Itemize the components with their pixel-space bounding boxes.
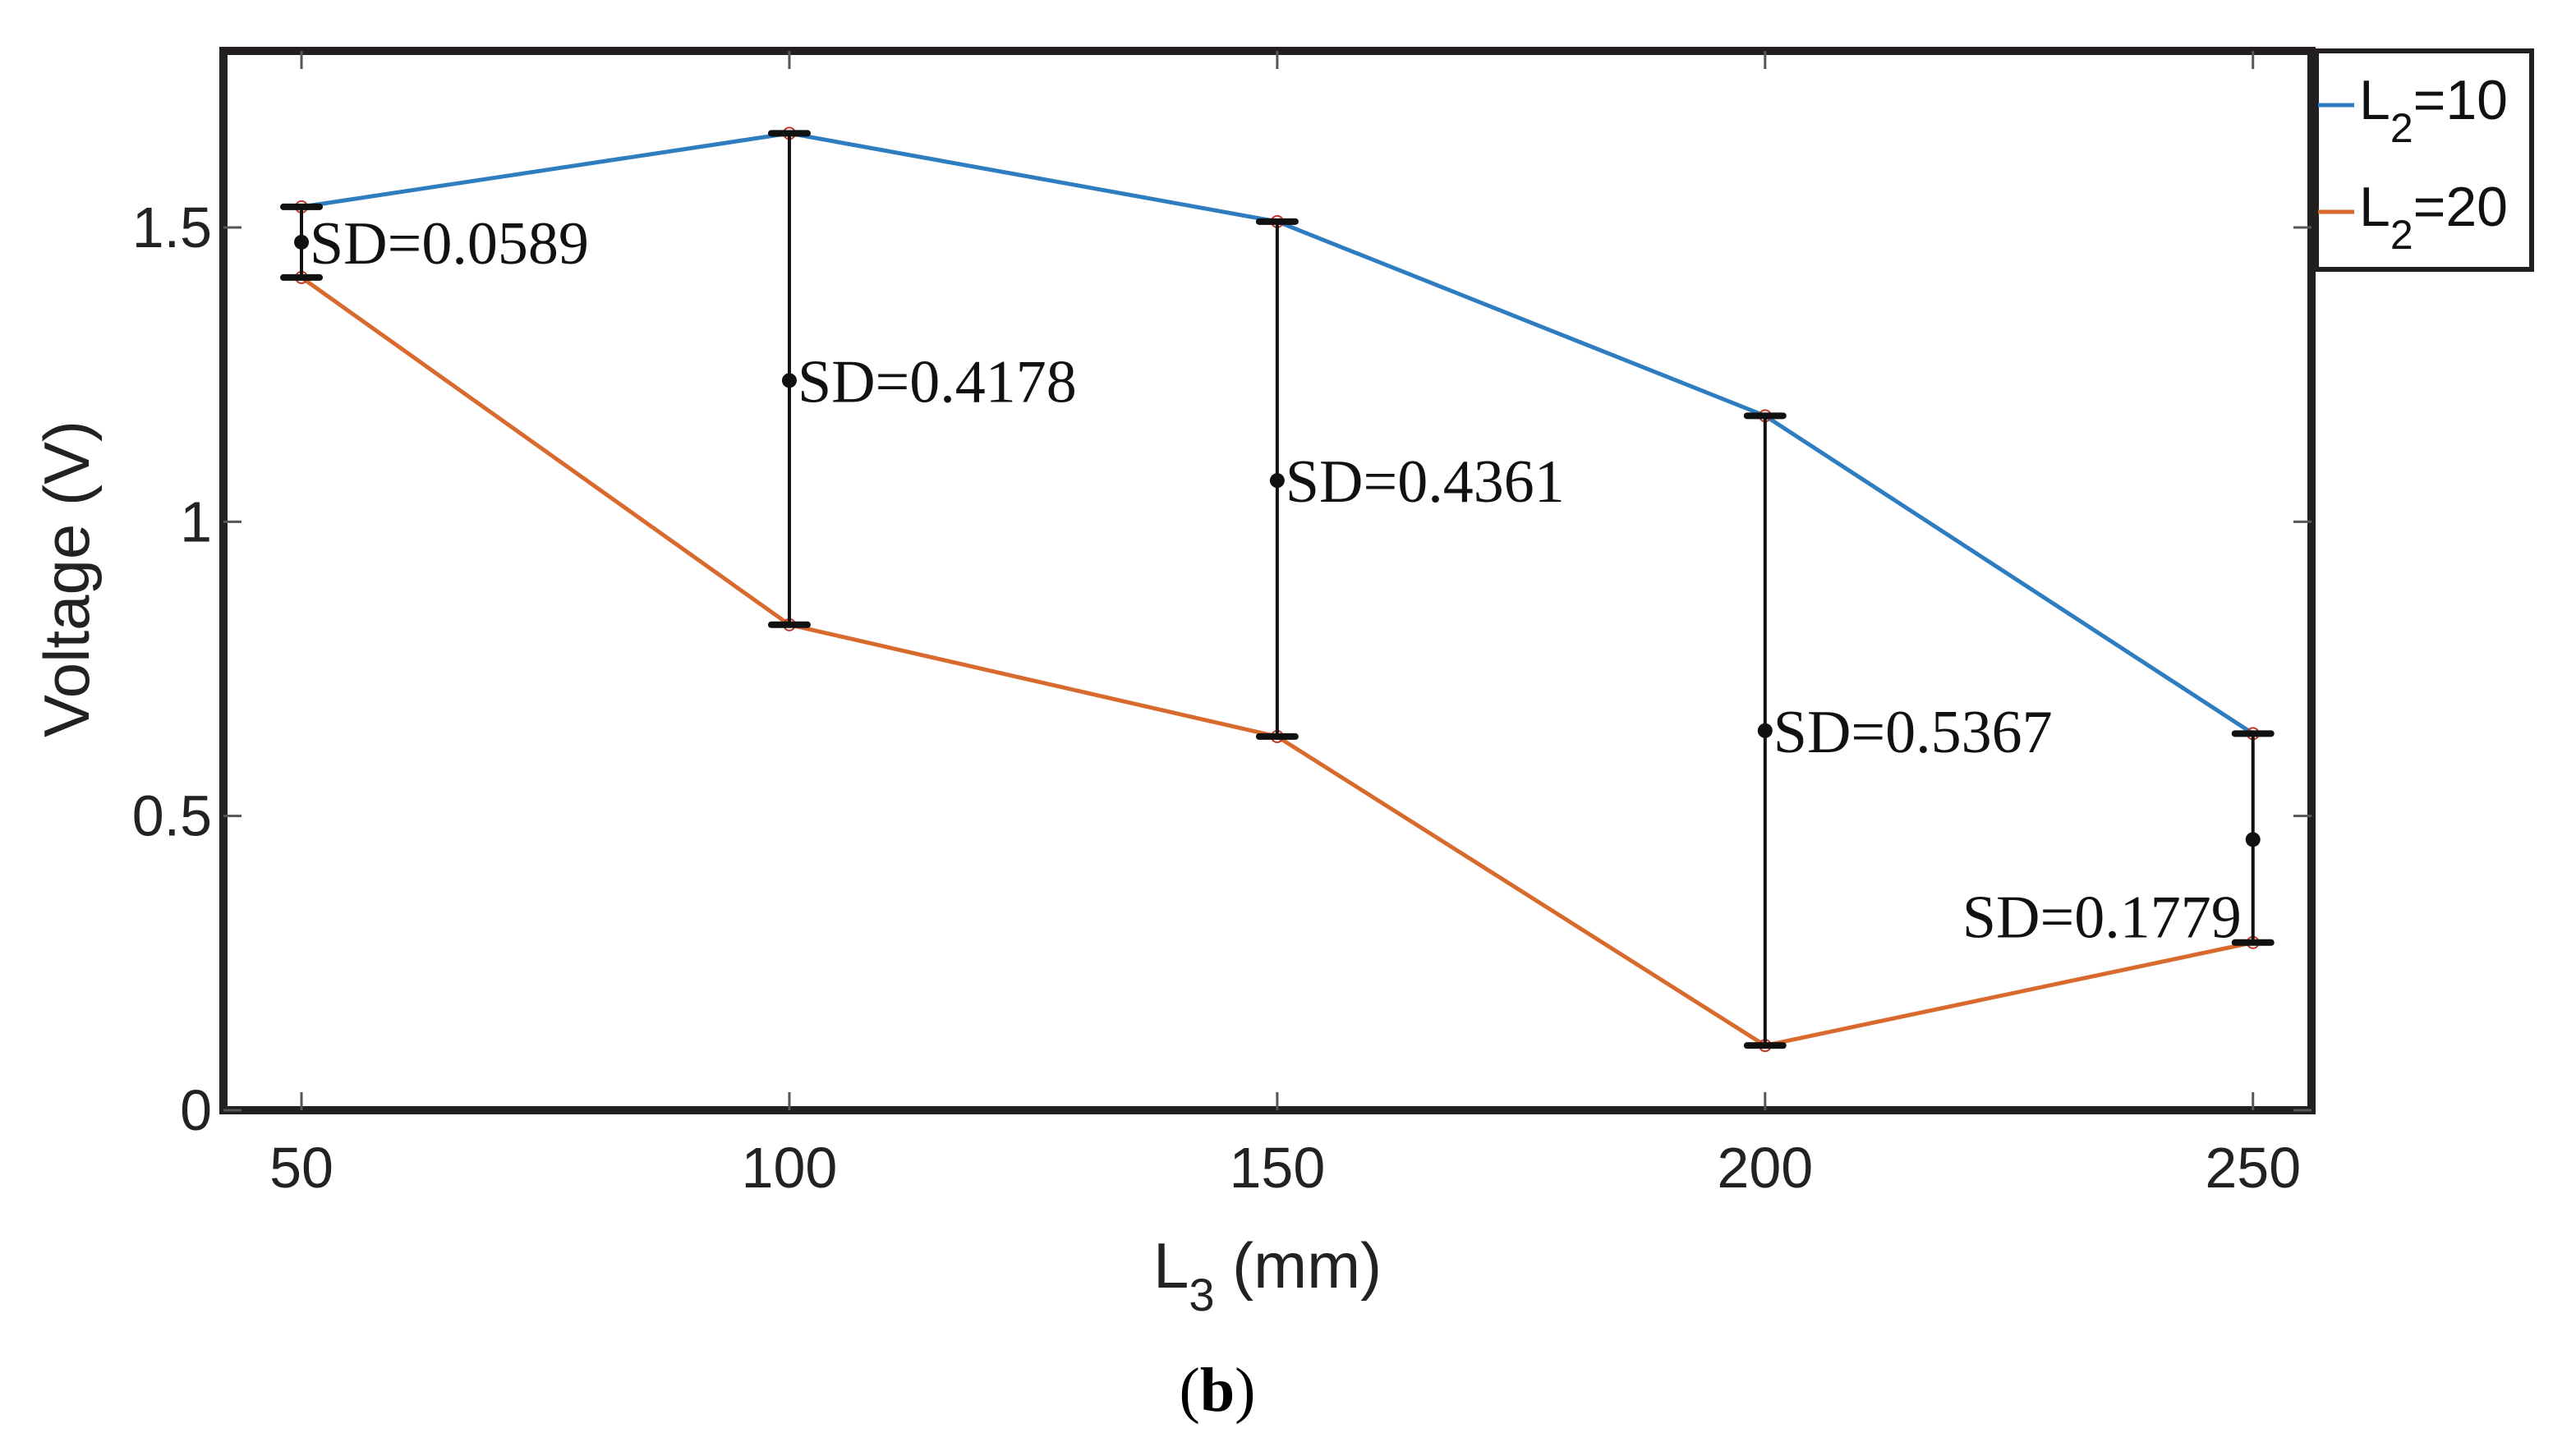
sd-mean-2 xyxy=(1269,473,1285,489)
sd-label-4: SD=0.1779 xyxy=(1962,884,2242,952)
legend-box xyxy=(2314,48,2534,272)
sd-label-0: SD=0.0589 xyxy=(310,210,589,278)
y-tick-label-2: 1 xyxy=(180,489,212,553)
x-tick-label-3: 200 xyxy=(1717,1136,1813,1200)
axis-ticks xyxy=(223,51,2312,1112)
y-axis-title: Voltage (V) xyxy=(30,420,103,737)
x-tick-label-4: 250 xyxy=(2205,1136,2301,1200)
sd-label-2: SD=0.4361 xyxy=(1286,448,1565,516)
sd-mean-1 xyxy=(781,373,797,388)
x-tick-labels: 50 100 150 200 250 xyxy=(269,1136,2301,1200)
legend-label-l2-10: L2=10 xyxy=(2359,69,2508,151)
plot-area xyxy=(219,47,2316,1114)
sd-error-bars xyxy=(280,130,2275,1049)
x-tick-label-1: 100 xyxy=(742,1136,838,1200)
sd-mean-4 xyxy=(2245,832,2261,847)
sd-label-1: SD=0.4178 xyxy=(798,348,1077,416)
sd-mean-3 xyxy=(1757,723,1773,738)
figure-caption: (b) xyxy=(1180,1356,1256,1425)
sd-label-3: SD=0.5367 xyxy=(1773,699,2053,766)
x-tick-label-0: 50 xyxy=(269,1136,334,1200)
sd-labels: SD=0.0589 SD=0.4178 SD=0.4361 SD=0.5367 SD=0… xyxy=(310,210,2242,952)
y-tick-label-0: 0 xyxy=(180,1078,212,1142)
y-tick-label-3: 1.5 xyxy=(132,195,212,259)
y-tick-label-1: 0.5 xyxy=(132,784,212,848)
legend-label-l2-20: L2=20 xyxy=(2359,176,2508,258)
legend: L2=10 L2=20 xyxy=(2314,48,2534,272)
x-axis-title: L3 (mm) xyxy=(1153,1229,1382,1320)
y-tick-labels: 0 0.5 1 1.5 xyxy=(132,195,212,1142)
x-tick-label-2: 150 xyxy=(1229,1136,1325,1200)
sd-mean-0 xyxy=(294,234,310,250)
